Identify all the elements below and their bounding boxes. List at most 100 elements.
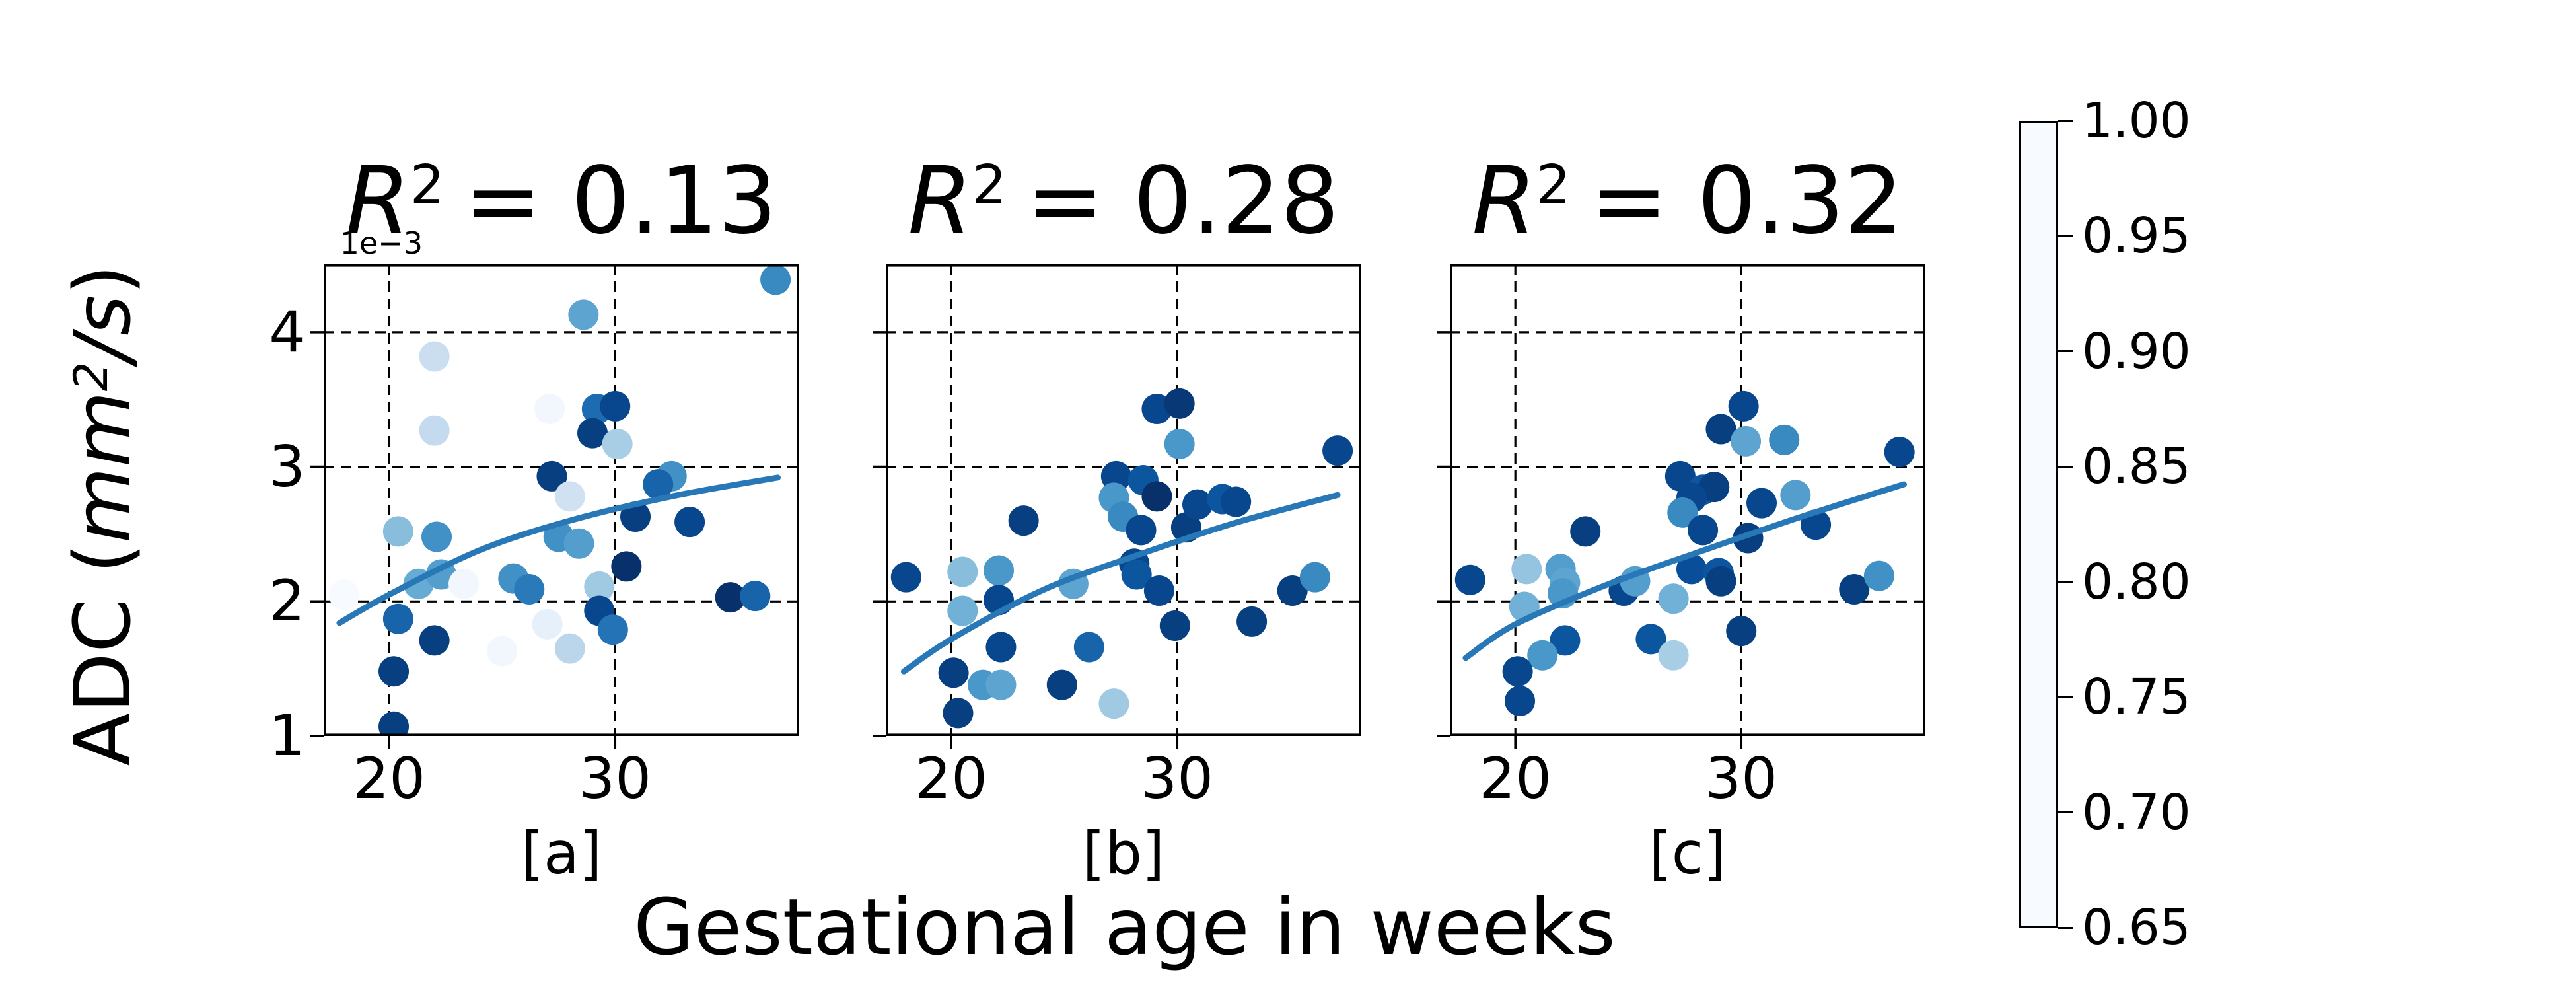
data-point (1699, 472, 1730, 503)
data-point (1863, 560, 1894, 591)
subplot-b-axes (873, 264, 1362, 749)
r-squared-value: = 0.32 (1590, 147, 1904, 255)
data-point (1667, 497, 1698, 528)
trend-line (1462, 481, 1908, 661)
colorbar-tick-mark (2058, 581, 2073, 583)
data-point (643, 469, 674, 500)
x-tick-label: 20 (915, 746, 987, 812)
axes-spine (1449, 264, 1926, 737)
subplot-c-tag: [c] (1649, 819, 1727, 887)
data-point (1658, 583, 1689, 614)
r-symbol: R (1472, 147, 1536, 255)
colorbar-tick-label: 0.95 (2082, 207, 2191, 265)
data-point (382, 516, 413, 547)
colorbar-tick-label: 0.75 (2082, 669, 2191, 726)
data-point (1731, 425, 1762, 457)
data-point (1164, 388, 1195, 419)
data-point (1182, 489, 1213, 520)
trend-line (900, 492, 1341, 675)
data-point (568, 299, 599, 330)
y-tick-label: 4 (269, 299, 305, 365)
colorbar-tick-mark (2058, 926, 2073, 929)
x-tick-label: 30 (1141, 746, 1213, 812)
data-point (890, 562, 921, 593)
data-point (1277, 575, 1308, 606)
y-tick-label: 1 (269, 703, 305, 769)
data-point (1098, 688, 1129, 719)
data-point (1527, 640, 1558, 671)
data-point (1046, 669, 1077, 700)
data-point (448, 568, 480, 599)
data-point (1511, 554, 1542, 585)
data-point (715, 582, 746, 613)
data-point (532, 608, 563, 640)
x-tick-label: 20 (353, 746, 425, 812)
colorbar-tick-label: 0.90 (2082, 322, 2191, 380)
ylabel-close: ) (57, 264, 148, 295)
colorbar-tick-mark (2058, 465, 2073, 468)
colorbar-tick-label: 0.65 (2082, 899, 2191, 956)
y-axis-label: ADC (mm2/s) (53, 0, 152, 991)
subplot-c-axes (1437, 264, 1926, 749)
data-point (1454, 564, 1485, 595)
data-point (1164, 428, 1195, 459)
subplot-a-axes (310, 264, 800, 749)
data-point (1658, 640, 1689, 671)
data-point (1769, 424, 1800, 455)
data-point (1705, 566, 1736, 597)
r-squared-value: = 0.28 (1026, 147, 1340, 255)
data-point (554, 481, 585, 512)
data-point (1780, 480, 1811, 511)
data-point (514, 573, 545, 605)
data-point (611, 551, 642, 582)
subplot-c-title: R2 = 0.32 (1450, 149, 1925, 254)
x-axis-label: Gestational age in weeks (633, 881, 1616, 973)
data-point (1676, 554, 1707, 585)
scatter-points (890, 388, 1353, 729)
data-point (536, 460, 567, 492)
colorbar-tick-label: 0.85 (2082, 438, 2191, 495)
data-point (419, 625, 450, 656)
ylabel-pre: ADC ( (57, 543, 148, 766)
data-point (1570, 516, 1601, 547)
data-point (378, 656, 410, 687)
data-point (947, 595, 978, 626)
y-tick-label: 3 (269, 433, 305, 500)
data-point (602, 428, 633, 459)
data-point (947, 556, 978, 587)
colorbar-tick-label: 0.80 (2082, 553, 2191, 610)
data-point (1688, 515, 1719, 546)
colorbar-tick-mark (2058, 120, 2073, 122)
data-point (1073, 632, 1104, 663)
data-point (1159, 610, 1190, 641)
data-point (1635, 624, 1666, 655)
data-point (674, 507, 705, 538)
y-tick-label: 2 (269, 568, 305, 635)
data-point (421, 521, 452, 552)
data-point (1126, 515, 1157, 546)
colorbar-tick-mark (2058, 235, 2073, 237)
data-point (419, 341, 450, 372)
data-point (419, 415, 450, 446)
subplot-c: R2 = 0.32 [c] 20 30 (1437, 149, 1926, 887)
subplot-a: R2 = 0.13 [a] 20 30 1 2 3 4 (269, 149, 800, 887)
data-point (1322, 435, 1353, 466)
r-exponent: 2 (410, 154, 445, 217)
x-tick-label: 20 (1479, 746, 1552, 812)
data-point (1502, 656, 1533, 687)
colorbar-tick-label: 0.70 (2082, 784, 2191, 841)
data-point (985, 669, 1017, 700)
subplot-b-title: R2 = 0.28 (886, 149, 1361, 254)
r-squared-value: = 0.13 (464, 147, 777, 255)
r-exponent: 2 (1536, 154, 1571, 217)
data-point (600, 390, 631, 422)
subplot-a-title: R2 = 0.13 (324, 149, 799, 254)
data-point (760, 264, 791, 295)
data-point (1728, 390, 1759, 422)
r-exponent: 2 (972, 154, 1007, 217)
data-point (378, 711, 410, 736)
axes-spine (885, 264, 1362, 737)
scatter-points (328, 264, 791, 736)
trend-line (336, 474, 781, 626)
